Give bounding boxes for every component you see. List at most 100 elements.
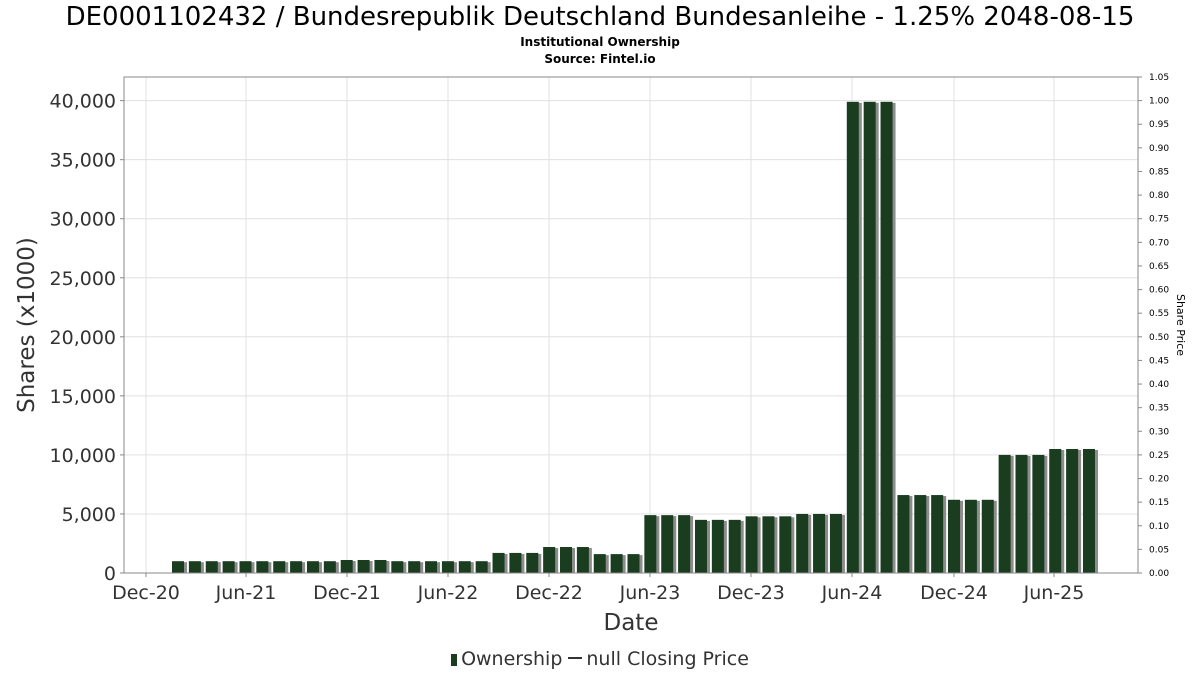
ownership-bar[interactable] [813,513,826,573]
ownership-bar[interactable] [745,516,758,573]
y-axis-title: Shares (x1000) [14,237,40,413]
ownership-bar[interactable] [762,516,775,573]
ownership-bar[interactable] [340,560,353,573]
ownership-bar[interactable] [441,561,454,573]
x-axis-ticks: Dec-20 Jun-21 Dec-21 Jun-22 Dec-22 Jun-23 Dec-… [112,573,1084,604]
ownership-bar[interactable] [880,101,893,574]
x-tick-label: Dec-22 [515,582,583,604]
ownership-bar[interactable] [661,515,674,573]
ownership-bar[interactable] [306,561,319,573]
y-tick-label: 20,000 [50,327,116,349]
y2-tick-label: 0.40 [1149,380,1169,390]
ownership-bar[interactable] [323,561,336,573]
ownership-bar[interactable] [391,561,404,573]
ownership-bar[interactable] [593,554,606,573]
ownership-bar[interactable] [273,561,286,573]
ownership-bar[interactable] [897,495,910,573]
y2-tick-label: 1.05 [1149,73,1169,83]
y-axis-ticks: 0 5,000 10,000 15,000 20,000 25,000 30,000 35,0… [50,91,124,585]
ownership-bar[interactable] [964,499,977,573]
ownership-bar[interactable] [644,515,657,573]
y-tick-label: 25,000 [50,268,116,290]
ownership-bar[interactable] [374,560,387,573]
ownership-bar[interactable] [560,547,573,573]
ownership-bar[interactable] [1049,449,1062,573]
ownership-bar[interactable] [779,516,792,573]
ownership-bar[interactable] [863,101,876,574]
ownership-bar[interactable] [1032,454,1045,573]
y2-tick-label: 0.05 [1149,545,1169,555]
ownership-bar[interactable] [981,499,994,573]
x-tick-label: Dec-24 [920,582,988,604]
ownership-bar[interactable] [694,519,707,573]
grid-lines [124,77,1138,574]
ownership-bar[interactable] [678,515,691,573]
ownership-bar[interactable] [728,519,741,573]
y-tick-label: 30,000 [50,209,116,231]
y2-tick-label: 0.85 [1149,167,1169,177]
x-axis-title: Date [604,610,659,636]
ownership-bar[interactable] [290,561,303,573]
ownership-bar[interactable] [610,554,623,573]
y2-tick-label: 0.00 [1149,569,1169,579]
x-tick-label: Jun-23 [619,582,681,604]
chart-legend: Ownership null Closing Price [0,648,1200,670]
y-tick-label: 10,000 [50,445,116,467]
ownership-bar[interactable] [1066,449,1079,573]
y2-axis-ticks: 0.00 0.05 0.10 0.15 0.20 0.25 0.30 0.35 0.40 0.45… [1138,73,1169,579]
ownership-bar[interactable] [543,547,556,573]
x-tick-label: Jun-21 [215,582,277,604]
ownership-bar[interactable] [1082,449,1095,573]
y2-axis-title: Share Price [1174,294,1187,356]
y2-tick-label: 0.90 [1149,144,1169,154]
plot-frame [123,76,1139,574]
ownership-bar[interactable] [526,552,539,573]
ownership-bar[interactable] [205,561,218,573]
ownership-bar[interactable] [1015,454,1028,573]
ownership-bar[interactable] [239,561,252,573]
chart-subtitle: Institutional Ownership [520,35,680,49]
ownership-bar[interactable] [475,561,488,573]
ownership-bar[interactable] [492,552,505,573]
ownership-bar[interactable] [408,561,421,573]
y2-tick-label: 0.10 [1149,522,1169,532]
ownership-bar[interactable] [172,561,184,573]
ownership-bar[interactable] [948,499,961,573]
chart-title: DE0001102432 / Bundesrepublik Deutschlan… [65,2,1135,32]
y-tick-label: 0 [104,563,116,585]
ownership-chart: 0 5,000 10,000 15,000 20,000 25,000 30,000 35,0… [14,73,1187,636]
ownership-bar[interactable] [931,495,944,573]
y2-tick-label: 0.50 [1149,333,1169,343]
x-tick-label: Jun-22 [417,582,479,604]
y2-tick-label: 0.20 [1149,475,1169,485]
price-legend-label[interactable]: null Closing Price [586,648,749,670]
chart-source: Source: Fintel.io [544,52,656,66]
ownership-bar[interactable] [711,519,724,573]
ownership-bar[interactable] [188,561,201,573]
ownership-bar[interactable] [509,552,522,573]
y-tick-label: 40,000 [50,91,116,113]
y2-tick-label: 1.00 [1149,97,1169,107]
x-tick-label: Dec-23 [717,582,785,604]
ownership-bar[interactable] [357,560,370,573]
ownership-bar[interactable] [796,513,809,573]
x-tick-label: Dec-21 [313,582,381,604]
ownership-bar[interactable] [998,454,1011,573]
ownership-legend-swatch [451,654,458,666]
y2-tick-label: 0.15 [1149,498,1169,508]
ownership-bar[interactable] [829,513,842,573]
ownership-bar[interactable] [222,561,235,573]
y-tick-label: 35,000 [50,150,116,172]
ownership-bar[interactable] [914,495,927,573]
ownership-bar[interactable] [256,561,269,573]
ownership-bar[interactable] [846,101,859,574]
ownership-bar[interactable] [627,554,640,573]
ownership-bar[interactable] [458,561,471,573]
ownership-bar[interactable] [576,547,589,573]
y2-tick-label: 0.95 [1149,120,1169,130]
ownership-bar[interactable] [425,561,438,573]
y2-tick-label: 0.35 [1149,404,1169,414]
y2-tick-label: 0.45 [1149,356,1169,366]
y2-tick-label: 0.65 [1149,262,1169,272]
ownership-legend-label[interactable]: Ownership [461,648,563,670]
